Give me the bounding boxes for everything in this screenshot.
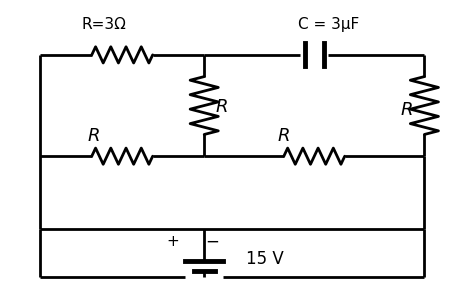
Text: +: +: [166, 234, 179, 249]
Text: −: −: [205, 232, 219, 250]
Text: R: R: [216, 98, 228, 116]
Text: R=3Ω: R=3Ω: [81, 17, 126, 32]
Text: R: R: [88, 127, 100, 145]
Text: R: R: [401, 101, 413, 119]
Text: R: R: [278, 127, 290, 145]
Text: 15 V: 15 V: [246, 250, 284, 268]
Text: C = 3μF: C = 3μF: [298, 17, 359, 32]
